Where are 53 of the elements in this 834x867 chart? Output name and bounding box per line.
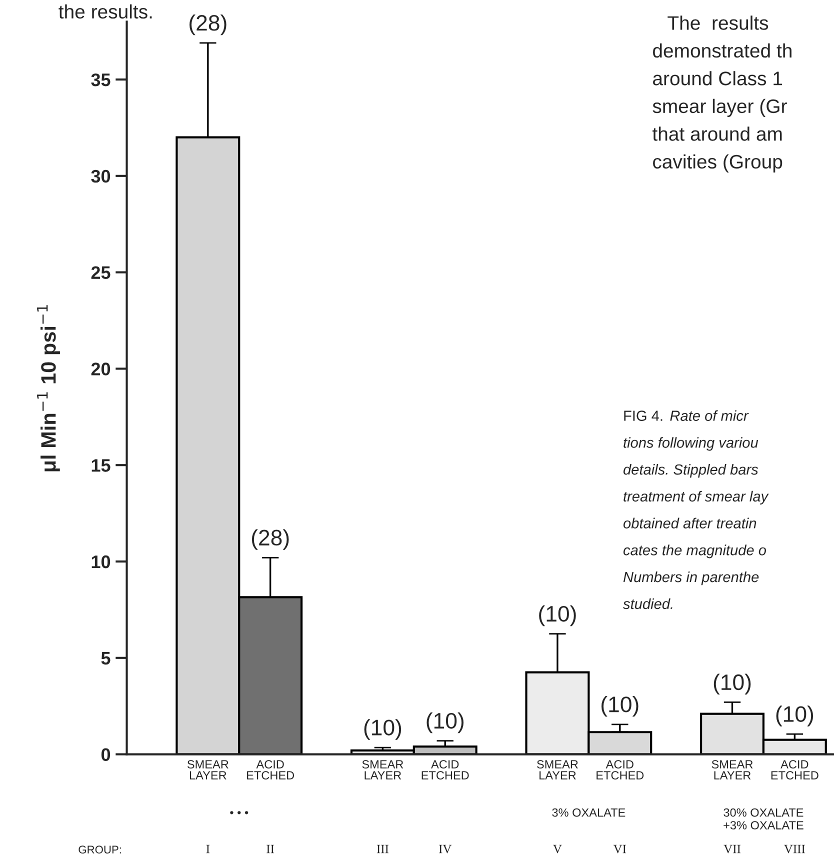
annotation: (28) xyxy=(252,529,289,550)
annotation: (10) xyxy=(714,674,751,695)
y-tick-label: 15 xyxy=(92,459,110,472)
annotation: (10) xyxy=(776,706,814,726)
annotation: cates the magnitude o xyxy=(623,544,766,558)
text: 3% OXALATE xyxy=(552,808,626,817)
annotation: studied. xyxy=(623,598,672,610)
annotation: details. Stippled bars xyxy=(623,464,758,478)
annotation: Rate of micr xyxy=(670,410,749,421)
annotation: cavities (Group xyxy=(653,154,782,172)
y-axis-title: μl Min$^{−1}$ 10 psi$^{−1}$ xyxy=(37,305,60,472)
x-tick-label: SMEAR LAYER xyxy=(712,760,753,780)
annotation: (10) xyxy=(426,712,464,734)
annotation: The results xyxy=(668,16,768,30)
annotation: (28) xyxy=(190,14,226,36)
text: V xyxy=(553,844,562,854)
annotation: treatment of smear lay xyxy=(624,490,769,504)
y-tick-label: 30 xyxy=(91,170,110,183)
y-tick-label: 0 xyxy=(101,748,110,762)
y-tick-label: 25 xyxy=(91,266,110,280)
x-tick-label: ACID ETCHED xyxy=(422,760,469,780)
text: • • • xyxy=(230,811,248,814)
annotation: FIG 4. xyxy=(624,410,662,421)
y-tick-label: 5 xyxy=(101,652,110,665)
annotation: around Class 1 xyxy=(653,71,782,86)
text: the results. xyxy=(58,4,152,19)
text: VI xyxy=(613,844,626,854)
text: 30% OXALATE +3% OXALATE xyxy=(724,808,804,830)
annotation: demonstrated th xyxy=(653,43,792,58)
annotation: obtained after treatin xyxy=(623,518,756,528)
annotation: Numbers in parenthe xyxy=(623,571,759,586)
y-tick-label: 20 xyxy=(91,362,110,376)
text: I xyxy=(206,844,210,854)
text: VIII xyxy=(784,844,805,854)
annotation: (10) xyxy=(364,719,402,740)
text: IV xyxy=(438,844,452,854)
x-tick-label: SMEAR LAYER xyxy=(537,760,578,780)
x-tick-label: ACID ETCHED xyxy=(247,760,294,780)
x-tick-label: ACID ETCHED xyxy=(596,760,644,780)
annotation: tions following variou xyxy=(624,437,758,451)
y-tick-label: 10 xyxy=(92,555,110,568)
x-tick-label: SMEAR LAYER xyxy=(362,760,404,780)
text: III xyxy=(376,844,388,854)
text: VII xyxy=(724,844,740,854)
annotation: smear layer (Gr xyxy=(652,98,787,117)
annotation: that around am xyxy=(652,126,782,141)
text: II xyxy=(266,844,274,854)
x-tick-label: ACID ETCHED xyxy=(771,760,818,780)
y-tick-label: 35 xyxy=(91,73,110,86)
annotation: (10) xyxy=(602,696,638,717)
text: GROUP: xyxy=(78,846,121,854)
x-tick-label: SMEAR LAYER xyxy=(187,760,228,780)
annotation: (10) xyxy=(539,605,576,626)
